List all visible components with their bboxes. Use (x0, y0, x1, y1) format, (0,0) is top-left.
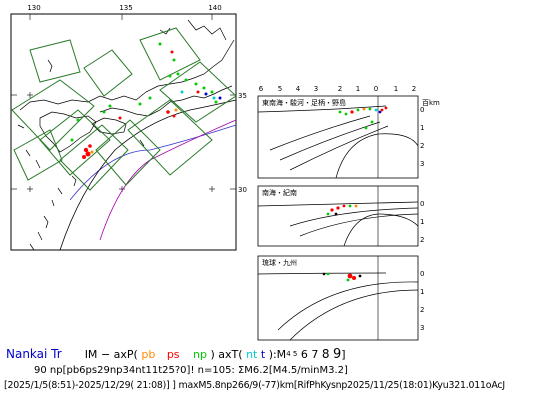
depth-tick: 0 (420, 200, 424, 208)
legend-pb: pb (141, 348, 156, 361)
depth-tick: 2 (420, 306, 424, 314)
legend-t: t (260, 348, 266, 361)
lon-tick-135: 135 (119, 4, 132, 12)
depth-tick: 3 (420, 160, 424, 168)
depth-axis: 0 1 2 3 (420, 106, 424, 168)
epicenter-ps (196, 90, 200, 94)
depth-tick: 3 (420, 324, 424, 332)
hypocenters-tokai (338, 106, 388, 130)
graticule (11, 14, 236, 192)
caption-line-1: Nankai Tr IM − axP( pb ps np ) axT( nt t… (6, 347, 346, 362)
epicenter-ps (166, 110, 170, 114)
depth-tick: 2 (420, 236, 424, 244)
section-title: 琉球・九州 (262, 258, 297, 267)
epicenter-t (218, 96, 222, 100)
distance-unit: 百km (422, 99, 440, 107)
legend-magnitude: ):M (268, 348, 287, 361)
nankai-trough-line (59, 99, 237, 251)
trench-line-blue (69, 124, 237, 201)
depth-axis: 0 1 2 (420, 200, 424, 244)
legend-axt: ) axT( (210, 348, 243, 361)
lon-tick-140: 140 (208, 4, 221, 12)
lat-tick-35: 35 (238, 92, 247, 100)
depth-tick: 0 (420, 106, 424, 114)
legend-close: ] (341, 348, 346, 361)
hypocenters-ryukyu (322, 272, 362, 282)
depth-tick: 1 (420, 288, 424, 296)
region-name: Nankai Tr (6, 347, 62, 361)
distance-tick: 1 (394, 85, 398, 93)
distance-tick: 6 (259, 85, 264, 93)
depth-tick: 1 (420, 218, 424, 226)
epicenter-np (148, 96, 152, 100)
distance-tick: 0 (374, 85, 378, 93)
epicenter-nt (180, 90, 184, 94)
depth-tick: 0 (420, 270, 424, 278)
legend-ps: ps (166, 348, 180, 361)
distance-axis: 6 5 4 3 2 1 0 1 2 (259, 85, 416, 93)
legend-m9: 9 (332, 347, 342, 362)
region-polygons (11, 27, 237, 191)
section-panel-nankai: 南海・紀南 0 1 2 (257, 185, 424, 247)
epicenter-np (76, 118, 80, 122)
section-panel-tokai: 東南海・駿河・足柄・野島 0 1 2 3 (257, 95, 424, 179)
epicenter-np (176, 72, 180, 76)
epicenter-pb (174, 108, 178, 112)
epicenter-np (214, 100, 218, 104)
distance-tick: 4 (296, 85, 301, 93)
depth-axis: 0 1 2 3 (420, 270, 424, 332)
legend-axp: axP( (113, 348, 138, 361)
legend-m-small: 4 5 (286, 350, 298, 358)
section-title: 東南海・駿河・足柄・野島 (262, 98, 346, 107)
epicenter-ps (82, 155, 86, 159)
cross-sections: 6 5 4 3 2 1 0 1 2 百km 東南海・駿河・足柄・野島 0 1 2 (257, 85, 440, 341)
epicenter-np (158, 42, 162, 46)
epicenter-t (204, 92, 208, 96)
epicenter-np (210, 90, 214, 94)
epicenter-np (184, 78, 188, 82)
epicenter-markers (70, 42, 222, 159)
epicenter-np (168, 74, 172, 78)
legend-im: IM (84, 348, 98, 361)
hypocenters-nankai (326, 204, 358, 216)
epicenter-ps (83, 147, 89, 153)
epicenter-ps (118, 116, 122, 120)
caption-line-3: [2025/1/5(8:51)-2025/12/29( 21:08)] ] ma… (4, 380, 505, 391)
epicenter-nt (212, 96, 216, 100)
epicenter-ps (85, 151, 91, 157)
distance-tick: 5 (278, 85, 282, 93)
depth-tick: 2 (420, 142, 424, 150)
legend-dash: − (100, 348, 111, 361)
legend-np: np (193, 348, 207, 361)
distance-tick: 3 (314, 85, 318, 93)
epicenter-ps (88, 144, 92, 148)
epicenter-np (138, 102, 142, 106)
lat-tick-30: 30 (238, 186, 247, 194)
epicenter-ps (170, 50, 174, 54)
depth-tick: 1 (420, 124, 424, 132)
distance-tick: 1 (356, 85, 360, 93)
epicenter-np (172, 58, 176, 62)
epicenter-np (70, 138, 74, 142)
epicenter-np (102, 110, 106, 114)
epicenter-pb (90, 150, 94, 154)
legend-nt: nt (246, 348, 258, 361)
epicenter-ps (172, 114, 176, 118)
legend-m8: 8 (321, 347, 330, 361)
epicenter-map: 130 135 140 35 30 (10, 4, 247, 251)
epicenter-np (194, 82, 198, 86)
legend-m-large: 6 7 (300, 348, 319, 361)
distance-tick: 2 (338, 85, 342, 93)
section-panel-ryukyu: 琉球・九州 0 1 2 3 (257, 255, 424, 341)
section-title: 南海・紀南 (262, 188, 297, 197)
caption-line-2: 90 np[pb6ps29np34nt11t25?0]! n=105: ΣM6.… (34, 365, 348, 376)
lon-tick-130: 130 (27, 4, 40, 12)
epicenter-np (202, 86, 206, 90)
epicenter-np (108, 104, 112, 108)
distance-tick: 2 (412, 85, 416, 93)
